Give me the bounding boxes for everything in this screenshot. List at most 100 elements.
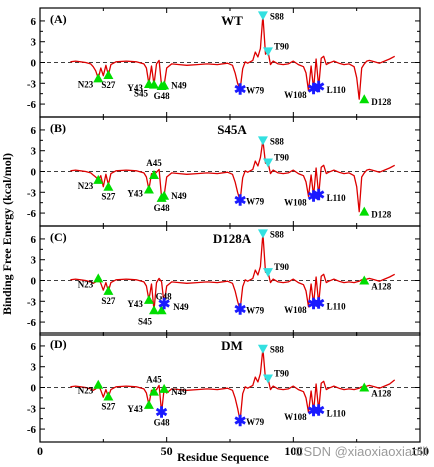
y-tick-label: -6 [27, 208, 37, 220]
residue-label: S88 [270, 345, 285, 355]
triangle-marker [149, 79, 159, 89]
panel-name: D128A [213, 231, 252, 246]
y-tick-label: -6 [27, 317, 37, 329]
residue-label: W79 [246, 197, 265, 207]
y-tick-label: 0 [31, 276, 37, 288]
panel-name: S45A [217, 122, 247, 137]
y-tick-label: -3 [27, 78, 37, 90]
y-tick-label: 6 [31, 125, 37, 137]
residue-label: L110 [327, 408, 347, 418]
triangle-marker [103, 69, 114, 79]
triangle-marker [93, 174, 104, 184]
x-tick-label: 100 [284, 444, 302, 458]
y-axis-title: Binding Free Energy (kcal/mol) [0, 153, 14, 315]
residue-label: A128 [371, 282, 391, 292]
inverted-triangle-marker [257, 136, 268, 146]
triangle-marker [359, 382, 370, 392]
asterisk-marker: ✱ [307, 404, 320, 420]
residue-label: L110 [327, 193, 347, 203]
x-tick-label: 50 [161, 444, 173, 458]
y-tick-label: 6 [31, 341, 37, 353]
energy-series-line [70, 139, 396, 213]
residue-label: L110 [327, 85, 347, 95]
residue-label: G48 [156, 291, 173, 301]
inverted-triangle-marker [263, 158, 273, 168]
triangle-marker [103, 285, 114, 295]
triangle-marker [149, 305, 159, 315]
residue-label: G48 [154, 91, 171, 101]
y-tick-label: 3 [31, 255, 37, 267]
triangle-marker [156, 305, 167, 315]
energy-series-line [70, 14, 396, 100]
panel-letter: (C) [50, 230, 67, 244]
residue-label: N49 [171, 191, 187, 201]
inverted-triangle-marker [263, 268, 273, 278]
energy-series-line [70, 348, 396, 422]
y-tick-label: -6 [27, 424, 37, 436]
residue-label: T90 [274, 368, 290, 378]
asterisk-marker: ✱ [312, 188, 325, 204]
triangle-marker [149, 386, 159, 396]
residue-label: Y43 [127, 83, 143, 93]
residue-label: T90 [274, 262, 290, 272]
triangle-marker [359, 275, 370, 285]
asterisk-marker: ✱ [155, 405, 168, 421]
triangle-marker [143, 399, 154, 409]
residue-label: N23 [78, 279, 94, 289]
residue-label: A45 [146, 375, 162, 385]
asterisk-marker: ✱ [307, 82, 320, 98]
asterisk-marker: ✱ [234, 303, 247, 319]
residue-label: S45 [138, 316, 153, 326]
y-tick-label: -3 [27, 403, 37, 415]
inverted-triangle-marker [257, 229, 268, 239]
triangle-marker [143, 294, 154, 304]
x-tick-label: 0 [37, 444, 43, 458]
asterisk-marker: ✱ [234, 194, 247, 210]
y-tick-label: 3 [31, 362, 37, 374]
residue-label: W79 [246, 417, 265, 427]
y-tick-label: 3 [31, 146, 37, 158]
residue-label: D128 [371, 210, 391, 220]
x-tick-label: 150 [411, 444, 429, 458]
asterisk-marker: ✱ [312, 403, 325, 419]
inverted-triangle-marker [263, 47, 273, 57]
triangle-marker [93, 273, 104, 283]
y-tick-label: -6 [27, 99, 37, 111]
asterisk-marker: ✱ [158, 297, 171, 313]
residue-label: N49 [171, 80, 187, 90]
triangle-marker [103, 391, 114, 401]
residue-label: N49 [173, 302, 189, 312]
y-tick-label: 0 [31, 383, 37, 395]
panel-letter: (A) [50, 12, 67, 26]
residue-label: S27 [101, 80, 116, 90]
residue-label: S27 [101, 296, 116, 306]
residue-label: N23 [78, 79, 94, 89]
residue-label: S88 [270, 229, 285, 239]
y-tick-label: 3 [31, 37, 37, 49]
residue-label: Y43 [127, 189, 143, 199]
asterisk-marker: ✱ [234, 414, 247, 430]
triangle-marker [143, 184, 154, 194]
asterisk-marker: ✱ [307, 189, 320, 205]
residue-label: G48 [154, 203, 171, 213]
residue-label: Y43 [127, 404, 143, 414]
x-axis-title: Residue Sequence [177, 450, 269, 464]
asterisk-marker: ✱ [234, 83, 247, 99]
panel-name: WT [221, 13, 243, 28]
residue-label: N23 [78, 181, 94, 191]
residue-label: S88 [270, 136, 285, 146]
y-tick-label: 0 [31, 167, 37, 179]
y-tick-label: 0 [31, 58, 37, 70]
inverted-triangle-marker [257, 344, 268, 354]
residue-label: W79 [246, 306, 265, 316]
residue-label: W108 [284, 197, 307, 207]
residue-label: A45 [146, 158, 162, 168]
asterisk-marker: ✱ [307, 297, 320, 313]
residue-label: G48 [154, 417, 171, 427]
triangle-marker [93, 379, 104, 389]
residue-label: N49 [171, 387, 187, 397]
